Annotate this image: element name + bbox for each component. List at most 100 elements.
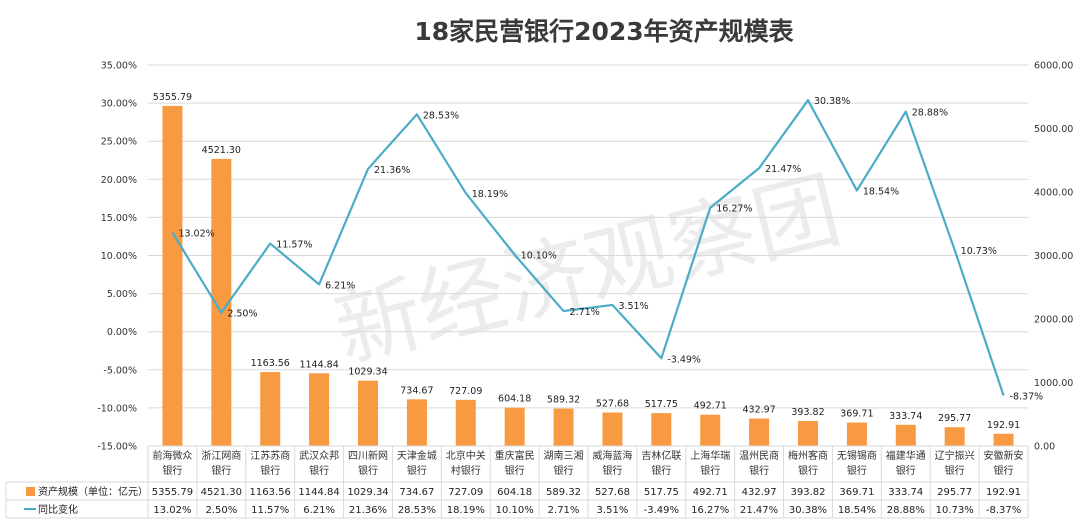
category-label-line: 上海华瑞 (690, 449, 730, 462)
table-cell-change: 6.21% (303, 505, 335, 516)
bar-data-label: 295.77 (938, 413, 971, 424)
table-cell-asset: 527.68 (595, 487, 630, 498)
right-tick-label: 0.00 (1034, 442, 1055, 453)
table-cell-change: 28.88% (887, 505, 925, 516)
watermark: 新经济观察团 (325, 160, 850, 382)
category-label-line: 银行 (211, 464, 231, 477)
category-label-line: 银行 (602, 464, 622, 477)
category-label-line: 银行 (358, 464, 378, 477)
table-cell-change: 18.19% (447, 505, 485, 516)
line-data-label: -8.37% (1010, 391, 1044, 402)
bar-data-label: 4521.30 (202, 145, 241, 156)
bar-data-label: 517.75 (645, 399, 678, 410)
line-data-label: 18.19% (472, 189, 508, 200)
category-label: 温州民商银行 (739, 449, 779, 477)
category-label-line: 无锡锡商 (837, 449, 877, 462)
bar-data-label: 527.68 (596, 398, 629, 409)
category-label-line: 重庆富民 (495, 449, 535, 462)
table-cell-asset: 604.18 (497, 487, 532, 498)
bar-data-label: 734.67 (400, 385, 433, 396)
category-label: 江苏苏商银行 (250, 449, 290, 477)
line-data-label: 6.21% (325, 280, 355, 291)
table-cell-change: 28.53% (398, 505, 436, 516)
category-label-line: 银行 (505, 464, 525, 477)
category-label-line: 银行 (309, 464, 329, 477)
table-cell-change: 21.36% (349, 505, 387, 516)
bar (455, 399, 476, 446)
line-data-label: -3.49% (667, 354, 701, 365)
left-tick-label: 20.00% (101, 175, 137, 186)
category-label: 梅州客商银行 (788, 449, 828, 477)
bar (944, 427, 965, 446)
line-data-label: 21.36% (374, 165, 410, 176)
bar (602, 412, 623, 446)
table-cell-asset: 4521.30 (201, 487, 242, 498)
category-label: 四川新网银行 (348, 449, 388, 477)
table-cell-change: 11.57% (251, 505, 289, 516)
bar (993, 433, 1014, 446)
category-label: 重庆富民银行 (495, 449, 535, 477)
legend-label-line: 同比变化 (38, 503, 78, 516)
category-label: 无锡锡商银行 (837, 449, 877, 477)
table-cell-asset: 333.74 (888, 487, 923, 498)
bar-data-label: 192.91 (987, 420, 1020, 431)
line-data-label: 10.10% (521, 251, 557, 262)
table-cell-change: 3.51% (597, 505, 629, 516)
table-cell-asset: 1163.56 (250, 487, 291, 498)
bar (895, 424, 916, 446)
category-label: 辽宁振兴银行 (935, 449, 975, 477)
left-tick-label: 15.00% (101, 213, 137, 224)
line-data-label: 10.73% (961, 246, 997, 257)
bar-data-label: 1144.84 (299, 359, 338, 370)
category-label-line: 安徽新安 (984, 449, 1024, 462)
category-label-line: 辽宁振兴 (935, 449, 975, 462)
table-cell-asset: 369.71 (839, 487, 874, 498)
category-label-line: 村银行 (451, 464, 481, 477)
table-cell-change: 30.38% (789, 505, 827, 516)
table-cell-change: 2.50% (205, 505, 237, 516)
category-label-line: 银行 (798, 464, 818, 477)
bar-data-label: 432.97 (742, 405, 775, 416)
chart-title: 18家民营银行2023年资产规模表 (414, 17, 794, 46)
bar-data-label: 1163.56 (251, 358, 290, 369)
category-label-line: 湖南三湘 (544, 449, 584, 462)
bar-data-label: 492.71 (694, 401, 727, 412)
left-axis: -15.00% -10.00% -5.00% 0.00% 5.00% 10.00% 15.0… (97, 61, 137, 453)
category-label: 安徽新安银行 (984, 449, 1024, 477)
category-label-line: 温州民商 (739, 449, 779, 462)
category-label-line: 银行 (896, 464, 916, 477)
category-label-line: 北京中关 (446, 449, 486, 462)
table-cell-asset: 393.82 (791, 487, 826, 498)
line-data-label: 3.51% (618, 301, 648, 312)
bar (553, 408, 574, 446)
line-data-label: 13.02% (178, 228, 214, 239)
bar (309, 373, 330, 446)
line-data-label: 28.53% (423, 110, 459, 121)
table-cell-asset: 589.32 (546, 487, 581, 498)
legend-label-bar: 资产规模（单位：亿元） (38, 485, 148, 498)
right-axis: 0.00 1000.00 2000.00 3000.00 4000.00 5000.00 6… (1034, 61, 1073, 453)
table-cell-change: 21.47% (740, 505, 778, 516)
line-data-label: 16.27% (716, 204, 752, 215)
category-label: 吉林亿联银行 (641, 449, 681, 477)
category-label-line: 天津金城 (397, 449, 437, 462)
bar (504, 407, 525, 446)
category-label-line: 梅州客商 (788, 449, 828, 462)
category-label-line: 银行 (407, 464, 427, 477)
bar (749, 418, 770, 446)
bar-data-label: 369.71 (840, 409, 873, 420)
bar-data-label: 333.74 (889, 411, 922, 422)
line-data-label: 18.54% (863, 186, 899, 197)
category-label-line: 银行 (749, 464, 769, 477)
right-tick-label: 1000.00 (1034, 378, 1073, 389)
category-label: 前海微众银行 (152, 449, 192, 477)
bar (260, 372, 281, 446)
table-cell-change: 2.71% (548, 505, 580, 516)
bar-series: 5355.79 4521.30 1163.56 1144.84 1029.34 734.6… (153, 92, 1020, 446)
table-cell-change: -3.49% (644, 505, 679, 516)
line-data-label: 21.47% (765, 164, 801, 175)
category-label-line: 吉林亿联 (641, 449, 681, 462)
bar (700, 414, 721, 446)
left-tick-label: -5.00% (103, 365, 137, 376)
category-label: 福建华通银行 (886, 449, 926, 477)
